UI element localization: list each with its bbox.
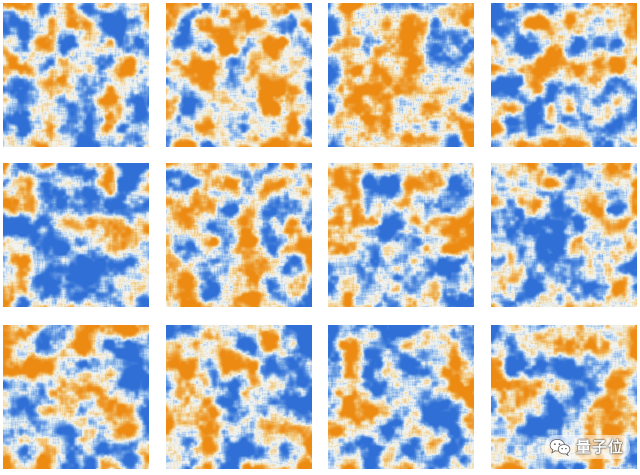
pattern-tile-3 [328, 3, 474, 147]
pattern-tile-2 [166, 3, 312, 147]
pattern-canvas-4 [491, 3, 637, 147]
pattern-tile-12 [491, 325, 637, 469]
pattern-tile-8 [491, 163, 637, 307]
pattern-tile-10 [166, 325, 312, 469]
pattern-canvas-9 [3, 325, 149, 469]
pattern-tile-5 [3, 163, 149, 307]
pattern-canvas-11 [328, 325, 474, 469]
pattern-tile-4 [491, 3, 637, 147]
pattern-canvas-2 [166, 3, 312, 147]
watermark: 量子位 [544, 435, 630, 459]
pattern-canvas-10 [166, 325, 312, 469]
pattern-canvas-1 [3, 3, 149, 147]
pattern-tile-6 [166, 163, 312, 307]
pattern-canvas-7 [328, 163, 474, 307]
pattern-canvas-3 [328, 3, 474, 147]
watermark-text: 量子位 [575, 437, 624, 456]
pattern-canvas-6 [166, 163, 312, 307]
pattern-canvas-5 [3, 163, 149, 307]
pattern-tile-9 [3, 325, 149, 469]
pattern-tile-1 [3, 3, 149, 147]
pattern-canvas-8 [491, 163, 637, 307]
pattern-tile-11 [328, 325, 474, 469]
wechat-icon [549, 438, 571, 456]
pattern-tile-7 [328, 163, 474, 307]
